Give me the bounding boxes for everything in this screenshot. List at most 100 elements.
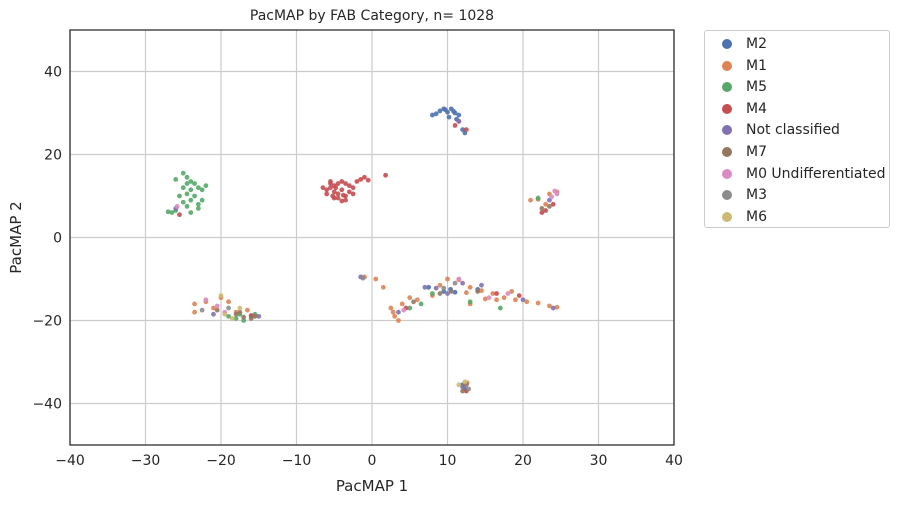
data-point <box>203 183 209 189</box>
data-point <box>350 191 356 197</box>
legend-marker <box>722 82 732 93</box>
data-point <box>466 386 472 392</box>
axis-ticks: −40 −30 −20 −10 0 10 20 30 40 −40 −20 0 20 40 <box>32 65 682 470</box>
legend-label: M3 <box>746 187 767 204</box>
data-point <box>192 181 197 186</box>
data-point <box>463 127 469 132</box>
data-point <box>226 313 231 319</box>
data-point <box>549 194 555 200</box>
data-point <box>169 210 175 216</box>
legend-label: M5 <box>746 79 767 96</box>
legend-item: M2 <box>705 33 889 55</box>
data-point <box>445 276 450 282</box>
data-point <box>543 208 549 213</box>
legend-label: Not classified <box>746 122 840 139</box>
data-point <box>442 107 448 113</box>
data-point <box>460 388 465 394</box>
data-point <box>233 311 239 317</box>
data-point <box>365 177 371 183</box>
data-point <box>411 299 416 305</box>
legend-label: M1 <box>746 57 767 74</box>
legend-item: M1 <box>705 55 889 77</box>
grid-lines <box>69 30 675 445</box>
legend-marker <box>722 190 732 201</box>
data-point <box>486 295 492 301</box>
data-point <box>184 203 190 209</box>
data-point <box>441 285 447 291</box>
legend-marker <box>722 103 732 114</box>
data-point <box>426 284 432 290</box>
data-point <box>392 313 398 319</box>
data-point <box>180 170 186 176</box>
data-point <box>358 177 364 182</box>
data-point <box>222 311 228 317</box>
legend-item: M7 <box>705 141 889 163</box>
data-point <box>437 282 443 288</box>
y-axis-label: PacMAP 2 <box>7 201 25 273</box>
data-point <box>229 316 235 321</box>
data-point <box>177 193 182 199</box>
data-point <box>399 301 405 307</box>
data-point <box>467 284 473 290</box>
x-tick-label: 20 <box>514 453 532 469</box>
data-point <box>451 108 456 114</box>
legend-label: M7 <box>746 144 767 160</box>
data-point <box>543 201 549 207</box>
y-tick-label: −20 <box>32 314 62 330</box>
data-point <box>407 295 413 301</box>
data-point <box>350 185 356 191</box>
series-m2 <box>426 106 481 392</box>
legend-marker <box>722 211 732 222</box>
scatter-points <box>165 106 560 394</box>
data-point <box>401 307 407 313</box>
x-tick-label: 0 <box>368 453 377 469</box>
data-point <box>324 187 330 193</box>
data-point <box>241 314 247 320</box>
data-point <box>456 118 462 124</box>
x-tick-label: 40 <box>665 453 683 469</box>
data-point <box>550 305 556 311</box>
data-point <box>188 197 194 203</box>
data-point <box>324 191 330 197</box>
data-point <box>354 179 360 184</box>
data-point <box>462 379 468 385</box>
chart-legend: M2 M1 M5 M4 Not classified M7 M0 Undifferentia… <box>704 30 890 228</box>
data-point <box>520 297 526 303</box>
data-point <box>184 191 190 197</box>
series-m7 <box>214 203 552 394</box>
legend-item: Not classified <box>705 119 889 141</box>
x-tick-label: −40 <box>55 453 85 469</box>
data-point <box>328 185 333 191</box>
series-m0-undifferentiated <box>174 188 560 315</box>
data-point <box>211 311 216 317</box>
data-point <box>547 303 552 309</box>
data-point <box>475 289 481 294</box>
data-point <box>214 303 220 309</box>
data-point <box>373 276 379 282</box>
data-point <box>505 291 511 296</box>
data-point <box>547 203 552 209</box>
data-point <box>535 195 541 201</box>
data-point <box>192 309 197 315</box>
data-point <box>494 297 499 303</box>
data-point <box>362 174 367 180</box>
data-point <box>195 201 201 207</box>
data-point <box>199 197 205 203</box>
y-tick-label: 0 <box>53 231 62 247</box>
series-not-classified <box>173 118 556 390</box>
data-point <box>248 316 254 321</box>
data-point <box>360 275 366 281</box>
data-point <box>535 300 541 306</box>
legend-label: M6 <box>746 208 767 225</box>
data-point <box>501 295 507 301</box>
legend-item: M6 <box>705 206 889 228</box>
data-point <box>467 299 473 305</box>
data-point <box>516 293 522 298</box>
series-m3 <box>199 275 472 392</box>
data-point <box>211 305 216 311</box>
data-point <box>343 181 348 186</box>
data-point <box>524 299 530 305</box>
x-tick-label: −10 <box>282 453 312 469</box>
data-point <box>437 291 443 296</box>
legend-label: M2 <box>746 36 767 52</box>
